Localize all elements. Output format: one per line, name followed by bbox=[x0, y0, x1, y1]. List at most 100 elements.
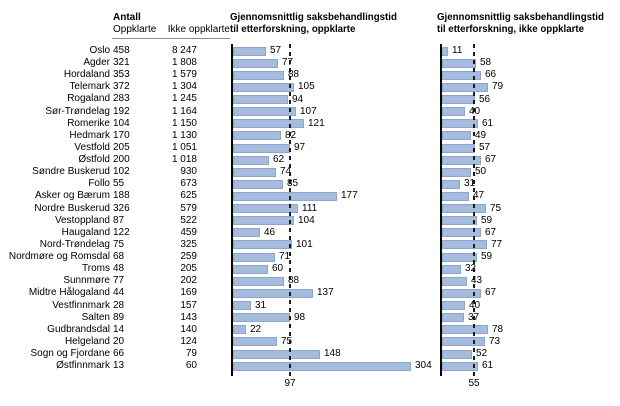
solved-days-bar-group: 94 bbox=[233, 93, 303, 105]
unsolved-count: 522 bbox=[180, 214, 197, 226]
unsolved-days-bar-value: 57 bbox=[479, 142, 491, 153]
unsolved-days-bar-group: 47 bbox=[442, 190, 484, 202]
solved-days-bar bbox=[233, 58, 278, 68]
district-label: Østfold bbox=[78, 154, 110, 166]
solved-days-bar-group: 137 bbox=[233, 287, 334, 299]
unsolved-days-bar-value: 52 bbox=[476, 348, 488, 360]
solved-days-bar-value: 46 bbox=[264, 226, 276, 238]
district-label: Hedmark bbox=[69, 129, 110, 141]
district-label: Hordaland bbox=[63, 69, 110, 81]
table-row: Hordaland 353 1 579 88 66 bbox=[0, 69, 620, 81]
table-row: Agder 321 1 808 77 58 bbox=[0, 57, 620, 69]
solved-days-bar-group: 107 bbox=[233, 106, 317, 118]
unsolved-count: 79 bbox=[185, 348, 197, 359]
solved-days-bar-group: 31 bbox=[233, 300, 266, 312]
solved-days-bar-value: 71 bbox=[279, 251, 291, 263]
unsolved-days-bar bbox=[442, 264, 461, 274]
unsolved-days-bar-value: 79 bbox=[492, 81, 504, 93]
solved-days-bar-value: 74 bbox=[280, 166, 292, 178]
solved-days-bar bbox=[233, 301, 251, 311]
solved-days-bar-group: 88 bbox=[233, 69, 299, 81]
unsolved-count: 1 130 bbox=[171, 129, 197, 141]
table-row: Nordmøre og Romsdal 68 259 71 59 bbox=[0, 251, 620, 263]
unsolved-days-bar-value: 47 bbox=[473, 190, 485, 202]
solved-count: 192 bbox=[113, 105, 130, 117]
unsolved-days-bar-group: 58 bbox=[442, 57, 491, 69]
table-row: Nordre Buskerud 326 579 111 75 bbox=[0, 203, 620, 215]
solved-count: 321 bbox=[113, 57, 130, 69]
solved-days-bar bbox=[233, 204, 298, 214]
unsolved-days-bar-value: 59 bbox=[481, 214, 493, 226]
solved-days-bar-group: 177 bbox=[233, 190, 358, 202]
solved-days-bar-value: 148 bbox=[324, 348, 341, 360]
table-row: Sunnmøre 77 202 88 43 bbox=[0, 275, 620, 287]
solved-days-bar bbox=[233, 288, 313, 298]
unsolved-days-bar-group: 59 bbox=[442, 215, 492, 227]
table-row: Asker og Bærum 188 625 177 47 bbox=[0, 190, 620, 202]
solved-count: 68 bbox=[113, 251, 125, 263]
solved-days-bar-group: 82 bbox=[233, 130, 296, 142]
unsolved-count: 124 bbox=[180, 335, 197, 347]
district-label: Salten bbox=[81, 311, 110, 323]
solved-count: 55 bbox=[113, 178, 125, 190]
unsolved-days-bar-value: 31 bbox=[464, 178, 476, 190]
solved-days-bar bbox=[233, 228, 260, 238]
chart1-title: Gjennomsnittlig saksbehandlingstid til e… bbox=[230, 12, 397, 36]
unsolved-days-bar bbox=[442, 204, 486, 214]
solved-days-bar bbox=[233, 82, 294, 92]
district-label: Haugaland bbox=[61, 226, 110, 238]
chart2-axis bbox=[440, 44, 442, 376]
solved-days-bar-group: 85 bbox=[233, 178, 298, 190]
solved-days-bar-value: 111 bbox=[302, 202, 318, 214]
solved-days-bar bbox=[233, 70, 284, 80]
unsolved-days-bar-value: 77 bbox=[491, 238, 503, 250]
unsolved-count: 259 bbox=[180, 251, 197, 263]
chart2-title-line2: til etterforskning, ikke oppklarte bbox=[437, 24, 584, 35]
solved-days-bar bbox=[233, 131, 281, 141]
solved-days-bar bbox=[233, 143, 290, 153]
table-row: Østfold 200 1 018 62 67 bbox=[0, 154, 620, 166]
district-label: Romerike bbox=[67, 117, 110, 129]
solved-days-bar bbox=[233, 155, 269, 165]
unsolved-count: 157 bbox=[180, 299, 197, 311]
solved-days-bar-group: 121 bbox=[233, 118, 325, 130]
chart2-title-line1: Gjennomsnittlig saksbehandlingstid bbox=[437, 12, 604, 23]
solved-count: 372 bbox=[113, 81, 130, 93]
solved-count: 20 bbox=[113, 335, 125, 347]
table-row: Rogaland 283 1 245 94 56 bbox=[0, 93, 620, 105]
solved-days-bar-value: 121 bbox=[308, 117, 325, 129]
unsolved-days-bar-group: 11 bbox=[442, 45, 462, 57]
solved-days-bar-group: 77 bbox=[233, 57, 293, 69]
solved-days-bar-value: 75 bbox=[281, 335, 293, 347]
unsolved-count: 625 bbox=[180, 190, 197, 202]
district-label: Nord-Trøndelag bbox=[39, 238, 110, 250]
unsolved-days-bar-value: 11 bbox=[452, 45, 463, 57]
district-label: Midtre Hålogaland bbox=[28, 287, 110, 299]
unsolved-days-bar-value: 61 bbox=[482, 360, 494, 372]
unsolved-days-bar bbox=[442, 155, 481, 165]
unsolved-days-bar-group: 56 bbox=[442, 93, 490, 105]
chart1-average-value: 97 bbox=[284, 378, 296, 389]
solved-days-bar-value: 104 bbox=[298, 214, 315, 226]
unsolved-days-bar bbox=[442, 240, 487, 250]
solved-days-bar-group: 97 bbox=[233, 142, 305, 154]
unsolved-days-bar-group: 67 bbox=[442, 287, 496, 299]
table-row: Vestoppland 87 522 104 59 bbox=[0, 215, 620, 227]
district-label: Telemark bbox=[69, 81, 110, 93]
unsolved-days-bar-value: 75 bbox=[490, 202, 502, 214]
unsolved-count: 1 808 bbox=[171, 57, 197, 69]
chart1-average-line bbox=[289, 44, 291, 376]
table-row: Østfinnmark 13 60 304 61 bbox=[0, 360, 620, 372]
table-row: Vestfold 205 1 051 97 57 bbox=[0, 142, 620, 154]
solved-days-bar-value: 57 bbox=[270, 45, 282, 57]
solved-days-bar-value: 94 bbox=[292, 93, 304, 105]
unsolved-days-bar bbox=[442, 191, 469, 201]
unsolved-days-bar-value: 32 bbox=[465, 263, 477, 275]
district-label: Nordre Buskerud bbox=[34, 202, 110, 214]
unsolved-count: 202 bbox=[180, 275, 197, 287]
unsolved-days-bar-group: 61 bbox=[442, 360, 493, 372]
solved-days-bar-group: 60 bbox=[233, 263, 283, 275]
unsolved-days-bar bbox=[442, 46, 448, 56]
solved-days-bar bbox=[233, 252, 275, 262]
